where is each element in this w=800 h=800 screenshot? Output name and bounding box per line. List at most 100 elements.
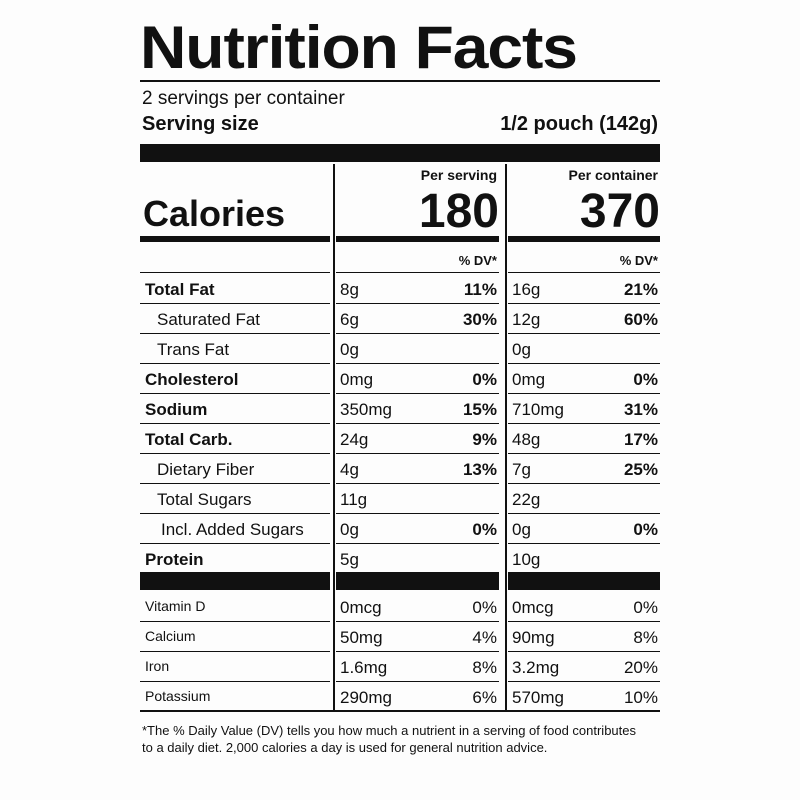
- daily-value: 25%: [623, 460, 658, 479]
- amount: 10g: [512, 550, 541, 569]
- daily-value: 4%: [472, 628, 497, 647]
- nutrient-name: Total Sugars: [157, 490, 252, 509]
- daily-value: 0%: [472, 598, 497, 617]
- rule: [336, 681, 499, 682]
- amount: 0mcg: [512, 598, 554, 617]
- thick-rule: [508, 572, 660, 590]
- amount: 0g: [512, 340, 531, 359]
- amount: 11g: [340, 490, 368, 509]
- amount: 0g: [512, 520, 531, 539]
- rule: [508, 423, 660, 424]
- amount: 0mg: [340, 370, 374, 389]
- nutrient-name: Total Carb.: [145, 430, 233, 449]
- rule: [508, 363, 660, 364]
- servings: 2 servings per container: [142, 88, 345, 109]
- rule: [336, 363, 499, 364]
- footnote: *The % Daily Value (DV) tells you how mu…: [142, 723, 636, 755]
- amount: 350mg: [340, 400, 392, 419]
- amount: 12g: [512, 310, 541, 329]
- rule: [508, 393, 660, 394]
- daily-value: 60%: [623, 310, 658, 329]
- amount: 22g: [512, 490, 541, 509]
- rule: [336, 333, 499, 334]
- amount: 570mg: [512, 688, 564, 707]
- rule: [140, 513, 330, 514]
- amount: 50mg: [340, 628, 383, 647]
- rule: [508, 483, 660, 484]
- column-divider: [505, 164, 507, 710]
- nutrient-name: Total Fat: [145, 280, 215, 299]
- column-header: Per serving: [420, 167, 497, 183]
- rule: [140, 303, 330, 304]
- amount: 290mg: [340, 688, 392, 707]
- daily-value: 0%: [472, 370, 497, 389]
- rule: [336, 303, 499, 304]
- amount: 3.2mg: [512, 658, 560, 677]
- daily-value: 0%: [633, 370, 658, 389]
- daily-value: 8%: [472, 658, 497, 677]
- rule: [508, 236, 660, 242]
- amount: 710mg: [512, 400, 564, 419]
- rule: [508, 453, 660, 454]
- nutrient-name: Protein: [145, 550, 204, 569]
- nutrient-name: Incl. Added Sugars: [161, 520, 304, 539]
- calories-value: 370: [579, 185, 660, 238]
- title: Nutrition Facts: [140, 14, 578, 81]
- rule: [336, 453, 499, 454]
- amount: 16g: [512, 280, 541, 299]
- rule: [336, 236, 499, 242]
- nutrient-name: Potassium: [145, 688, 211, 704]
- rule: [508, 333, 660, 334]
- dv-header: % DV*: [458, 253, 497, 268]
- serving-size-label: Serving size: [142, 113, 259, 135]
- serving-size-value: 1/2 pouch (142g): [500, 113, 658, 135]
- amount: 7g: [512, 460, 531, 479]
- amount: 8g: [340, 280, 359, 299]
- thick-rule: [336, 572, 499, 590]
- column-header: Per container: [568, 167, 658, 183]
- rule: [140, 543, 330, 544]
- daily-value: 6%: [472, 688, 497, 707]
- rule: [336, 621, 499, 622]
- nutrient-name: Calcium: [145, 628, 196, 644]
- daily-value: 10%: [623, 688, 658, 707]
- rule: [140, 272, 330, 273]
- rule: [140, 393, 330, 394]
- rule: [140, 710, 660, 712]
- daily-value: 0%: [633, 520, 658, 539]
- rule: [140, 236, 330, 242]
- nutrient-name: Trans Fat: [157, 340, 230, 359]
- thick-rule: [140, 572, 330, 590]
- daily-value: 0%: [633, 598, 658, 617]
- thick-rule: [140, 144, 660, 162]
- amount: 90mg: [512, 628, 555, 647]
- rule: [336, 393, 499, 394]
- rule: [140, 453, 330, 454]
- rule: [508, 681, 660, 682]
- amount: 0mg: [512, 370, 546, 389]
- rule: [140, 483, 330, 484]
- daily-value: 13%: [462, 460, 497, 479]
- amount: 0g: [340, 340, 359, 359]
- daily-value: 0%: [472, 520, 497, 539]
- calories-value: 180: [418, 185, 499, 238]
- amount: 0g: [340, 520, 359, 539]
- rule: [508, 543, 660, 544]
- rule: [140, 363, 330, 364]
- amount: 4g: [340, 460, 359, 479]
- daily-value: 8%: [633, 628, 658, 647]
- daily-value: 15%: [462, 400, 497, 419]
- rule: [336, 423, 499, 424]
- amount: 24g: [340, 430, 369, 449]
- calories-label: Calories: [143, 193, 286, 234]
- rule: [336, 543, 499, 544]
- nutrient-name: Dietary Fiber: [157, 460, 255, 479]
- nutrient-name: Cholesterol: [145, 370, 239, 389]
- column-divider: [333, 164, 335, 710]
- rule: [508, 513, 660, 514]
- daily-value: 9%: [472, 430, 497, 449]
- rule: [336, 272, 499, 273]
- rule: [336, 651, 499, 652]
- rule: [140, 651, 330, 652]
